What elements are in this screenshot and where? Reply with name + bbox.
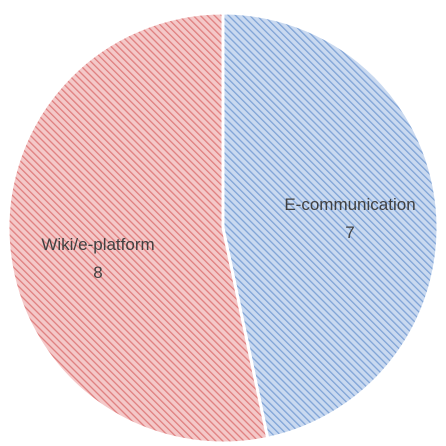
pie-slice-e-communication <box>221 11 440 441</box>
slice-label-category: Wiki/e-platform <box>41 235 154 254</box>
pie-slice-wiki-e-platform <box>6 11 270 445</box>
slice-label-category: E-communication <box>284 195 415 214</box>
slice-label-value: 8 <box>93 263 102 282</box>
slice-label-value: 7 <box>345 223 354 242</box>
